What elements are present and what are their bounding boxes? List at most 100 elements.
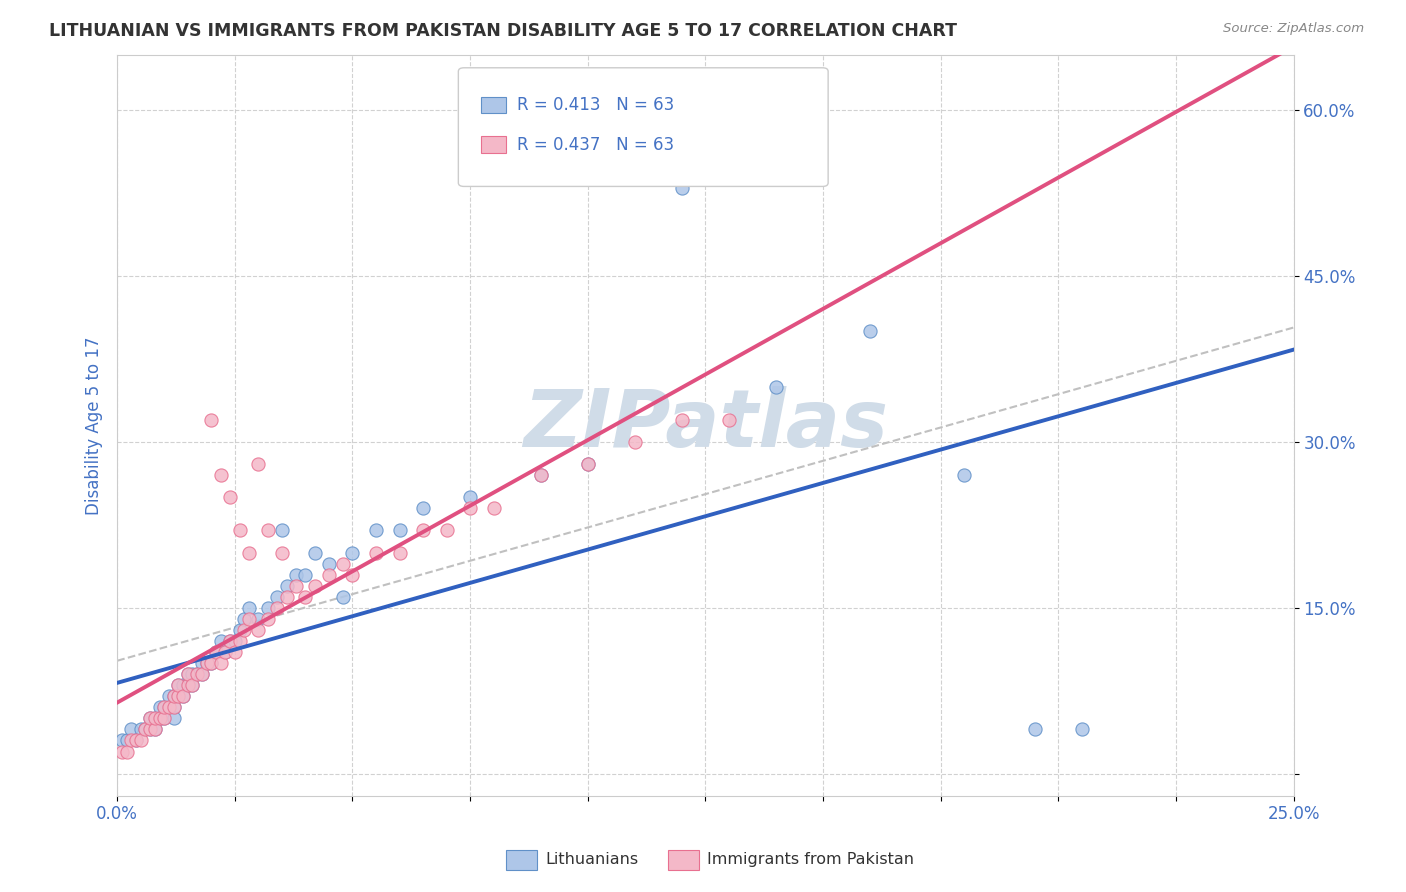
Point xyxy=(167,678,190,692)
Point xyxy=(148,711,170,725)
Point xyxy=(276,579,298,593)
Point xyxy=(576,457,599,471)
Point xyxy=(195,656,218,670)
Point xyxy=(342,567,364,582)
Point xyxy=(214,645,236,659)
Point xyxy=(247,623,270,637)
Point xyxy=(111,745,134,759)
Point xyxy=(214,645,236,659)
Point xyxy=(167,678,190,692)
Point xyxy=(129,733,152,747)
Point xyxy=(332,557,354,571)
Text: R = 0.413   N = 63: R = 0.413 N = 63 xyxy=(517,96,675,114)
Point xyxy=(717,413,740,427)
Point xyxy=(219,634,242,648)
Point xyxy=(364,524,387,538)
Point xyxy=(219,491,242,505)
Point xyxy=(157,700,180,714)
Point xyxy=(219,634,242,648)
Point xyxy=(388,524,411,538)
Point xyxy=(671,413,693,427)
Text: ZIPatlas: ZIPatlas xyxy=(523,386,889,465)
Point xyxy=(177,667,200,681)
Point xyxy=(765,380,787,394)
Point xyxy=(120,733,142,747)
Point xyxy=(859,325,882,339)
Point xyxy=(200,656,222,670)
Point xyxy=(200,656,222,670)
Point xyxy=(111,733,134,747)
Point xyxy=(270,524,292,538)
Point xyxy=(294,590,316,604)
Point xyxy=(285,579,308,593)
Point xyxy=(191,667,214,681)
Point xyxy=(482,501,505,516)
Point xyxy=(953,468,976,483)
Point xyxy=(186,667,208,681)
Point xyxy=(228,623,250,637)
Point xyxy=(129,723,152,737)
Point xyxy=(125,733,148,747)
Point xyxy=(276,590,298,604)
Point xyxy=(266,600,288,615)
Point xyxy=(148,711,170,725)
Point xyxy=(115,745,138,759)
Point xyxy=(181,667,204,681)
Point xyxy=(120,723,142,737)
Point xyxy=(671,181,693,195)
Point xyxy=(458,491,481,505)
Point xyxy=(412,501,434,516)
Point xyxy=(163,700,186,714)
Point xyxy=(139,723,162,737)
Point xyxy=(143,711,166,725)
Point xyxy=(153,700,176,714)
Point xyxy=(238,545,260,559)
Point xyxy=(233,612,256,626)
Point xyxy=(530,468,553,483)
Text: R = 0.437   N = 63: R = 0.437 N = 63 xyxy=(517,136,675,153)
Point xyxy=(139,711,162,725)
Point xyxy=(153,711,176,725)
Point xyxy=(388,545,411,559)
Point xyxy=(134,723,156,737)
Point xyxy=(238,612,260,626)
Point xyxy=(163,711,186,725)
Point xyxy=(209,656,232,670)
Point xyxy=(624,435,647,450)
Point xyxy=(209,634,232,648)
Point xyxy=(364,545,387,559)
Point xyxy=(186,667,208,681)
Point xyxy=(139,723,162,737)
Point xyxy=(1070,723,1092,737)
Point xyxy=(256,600,278,615)
Point xyxy=(205,645,228,659)
Point xyxy=(177,678,200,692)
Point xyxy=(125,733,148,747)
Point xyxy=(285,567,308,582)
Point xyxy=(115,733,138,747)
Point xyxy=(332,590,354,604)
Point xyxy=(134,723,156,737)
Point xyxy=(270,545,292,559)
Point xyxy=(458,501,481,516)
Point xyxy=(205,645,228,659)
Point xyxy=(266,590,288,604)
Point xyxy=(181,678,204,692)
Point xyxy=(318,567,340,582)
Point xyxy=(139,711,162,725)
Point xyxy=(172,678,194,692)
Point xyxy=(1024,723,1046,737)
Point xyxy=(304,579,326,593)
Text: Lithuanians: Lithuanians xyxy=(546,853,638,867)
Y-axis label: Disability Age 5 to 17: Disability Age 5 to 17 xyxy=(86,336,103,515)
Point xyxy=(143,723,166,737)
Point xyxy=(256,612,278,626)
Point xyxy=(167,690,190,704)
Point xyxy=(148,700,170,714)
Point xyxy=(228,634,250,648)
Text: LITHUANIAN VS IMMIGRANTS FROM PAKISTAN DISABILITY AGE 5 TO 17 CORRELATION CHART: LITHUANIAN VS IMMIGRANTS FROM PAKISTAN D… xyxy=(49,22,957,40)
Point xyxy=(256,524,278,538)
Point xyxy=(412,524,434,538)
Point xyxy=(177,678,200,692)
Point xyxy=(530,468,553,483)
